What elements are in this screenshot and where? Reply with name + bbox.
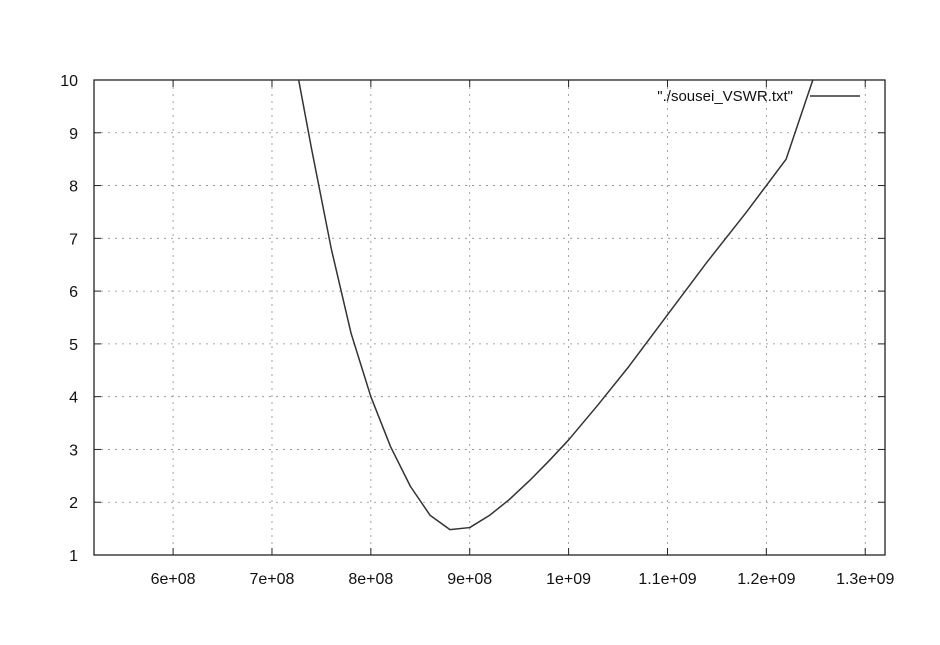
series-layer (297, 79, 814, 531)
x-tick-label: 8e+08 (348, 571, 393, 588)
y-tick-label: 9 (69, 126, 78, 143)
x-tick-label: 6e+08 (151, 571, 196, 588)
legend-label: "./sousei_VSWR.txt" (657, 88, 793, 105)
x-tick-label: 1e+09 (546, 571, 591, 588)
x-tick-label: 1.2e+09 (737, 571, 795, 588)
legend: "./sousei_VSWR.txt" (657, 88, 860, 105)
y-tick-label: 5 (69, 337, 78, 354)
y-tick-label: 3 (69, 442, 78, 459)
y-tick-label: 1 (69, 548, 78, 565)
y-tick-label: 4 (69, 390, 78, 407)
y-axis-tick-labels: 1 2 3 4 5 6 7 8 9 10 (60, 73, 78, 565)
x-tick-label: 1.3e+09 (836, 571, 894, 588)
grid (94, 80, 885, 555)
y-tick-label: 7 (69, 231, 78, 248)
x-tick-label: 9e+08 (447, 571, 492, 588)
series-line (297, 79, 814, 531)
y-tick-label: 2 (69, 495, 78, 512)
y-tick-label: 6 (69, 284, 78, 301)
x-axis-tick-labels: 6e+08 7e+08 8e+08 9e+08 1e+09 1.1e+09 1.2e+09 1… (151, 571, 895, 588)
plot-frame (93, 79, 886, 556)
y-tick-label: 8 (69, 179, 78, 196)
x-tick-label: 1.1e+09 (638, 571, 696, 588)
y-tick-label: 10 (60, 73, 78, 90)
x-tick-label: 7e+08 (250, 571, 295, 588)
